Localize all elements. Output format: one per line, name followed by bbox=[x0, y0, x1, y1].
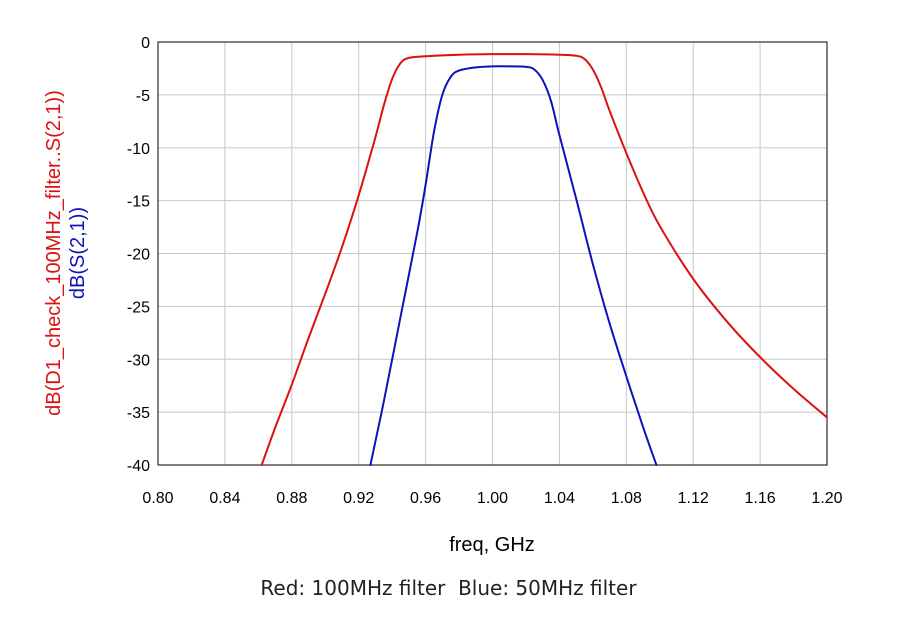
x-tick-label: 0.96 bbox=[410, 490, 441, 507]
x-tick-label: 0.92 bbox=[343, 490, 374, 507]
x-tick-label: 1.20 bbox=[811, 490, 842, 507]
x-tick-label: 1.12 bbox=[678, 490, 709, 507]
y-tick-label: -10 bbox=[127, 141, 150, 158]
y-tick-label: -35 bbox=[127, 405, 150, 422]
y-tick-label: 0 bbox=[141, 35, 150, 52]
x-tick-label: 1.00 bbox=[477, 490, 508, 507]
y-tick-label: -40 bbox=[127, 458, 150, 475]
series-line-50mhz-filter bbox=[369, 65, 658, 466]
y-axis-title-red: dB(D1_check_100MHz_filter..S(2,1)) bbox=[43, 90, 65, 416]
x-tick-label: 1.04 bbox=[544, 490, 575, 507]
plot-frame bbox=[157, 41, 828, 466]
x-tick-label: 1.08 bbox=[611, 490, 642, 507]
y-tick-label: -20 bbox=[127, 247, 150, 264]
x-tick-label: 0.80 bbox=[142, 490, 173, 507]
x-tick-label: 1.16 bbox=[745, 490, 776, 507]
grid bbox=[157, 41, 828, 466]
ticks: 0.80 0.84 0.88 0.92 0.96 1.00 1.04 1.08 1.12 1.16… bbox=[127, 35, 843, 507]
y-tick-label: -15 bbox=[127, 194, 150, 211]
chart-caption: Red: 100MHz filter Blue: 50MHz filter bbox=[260, 576, 637, 600]
y-tick-label: -25 bbox=[127, 299, 150, 316]
y-axis-title-blue: dB(S(2,1)) bbox=[67, 207, 89, 299]
series-layer bbox=[260, 53, 828, 466]
y-tick-label: -5 bbox=[136, 88, 150, 105]
x-axis-title: freq, GHz bbox=[449, 534, 535, 556]
x-tick-label: 0.88 bbox=[276, 490, 307, 507]
y-tick-label: -30 bbox=[127, 352, 150, 369]
x-tick-label: 0.84 bbox=[209, 490, 240, 507]
series-line-100mhz-filter bbox=[260, 53, 828, 466]
